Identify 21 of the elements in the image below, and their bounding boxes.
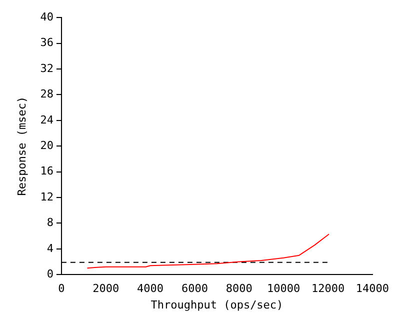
x-tick-label: 6000 — [181, 282, 208, 296]
y-axis-title: Response (msec) — [15, 96, 28, 196]
x-tick-label: 4000 — [137, 282, 164, 296]
x-tick-label: 12000 — [311, 282, 345, 296]
x-tick-label: 2000 — [92, 282, 120, 296]
y-tick-label: 0 — [46, 267, 54, 280]
y-tick-label: 12 — [40, 190, 54, 204]
y-tick-label: 28 — [40, 88, 54, 101]
x-tick-label: 10000 — [267, 282, 300, 296]
y-tick-label: 20 — [40, 138, 54, 152]
y-tick-label: 24 — [40, 113, 54, 126]
x-axis-title: Throughput (ops/sec) — [150, 298, 284, 312]
y-tick-label: 8 — [46, 216, 54, 230]
y-tick-label: 16 — [40, 164, 54, 178]
x-tick-label: 0 — [58, 282, 65, 296]
y-tick-label: 36 — [40, 36, 54, 50]
y-tick-label: 32 — [40, 62, 54, 75]
y-tick-label: 4 — [46, 242, 54, 255]
x-tick-label: 8000 — [226, 282, 252, 296]
x-tick-label: 14000 — [356, 282, 390, 296]
y-tick-label: 40 — [40, 10, 54, 24]
